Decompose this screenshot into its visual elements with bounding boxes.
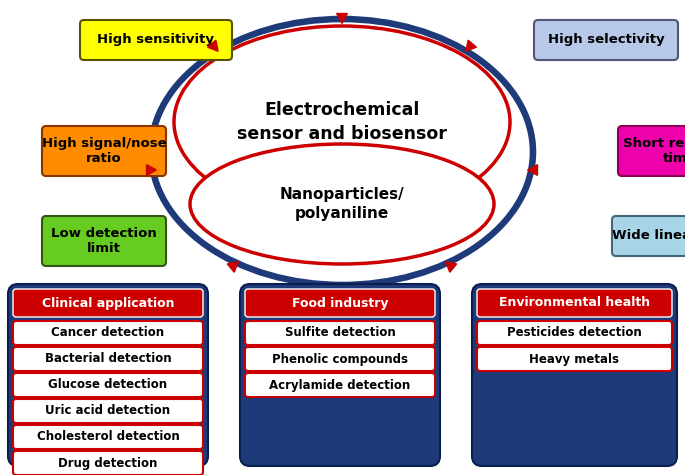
- Text: Cholesterol detection: Cholesterol detection: [36, 430, 179, 444]
- FancyBboxPatch shape: [80, 20, 232, 60]
- FancyBboxPatch shape: [42, 216, 166, 266]
- Text: Cancer detection: Cancer detection: [51, 326, 164, 340]
- Text: Acrylamide detection: Acrylamide detection: [269, 379, 410, 391]
- FancyBboxPatch shape: [13, 289, 203, 317]
- Text: Wide linear range: Wide linear range: [612, 229, 685, 243]
- Text: Drug detection: Drug detection: [58, 456, 158, 469]
- FancyBboxPatch shape: [13, 373, 203, 397]
- Text: Environmental health: Environmental health: [499, 296, 650, 310]
- Polygon shape: [208, 40, 218, 51]
- Text: Bacterial detection: Bacterial detection: [45, 352, 171, 365]
- FancyBboxPatch shape: [240, 284, 440, 466]
- Polygon shape: [446, 262, 457, 272]
- FancyBboxPatch shape: [13, 425, 203, 449]
- Text: Clinical application: Clinical application: [42, 296, 174, 310]
- FancyBboxPatch shape: [13, 347, 203, 371]
- Text: High signal/nose
ratio: High signal/nose ratio: [42, 137, 166, 165]
- FancyBboxPatch shape: [245, 373, 435, 397]
- Text: Sulfite detection: Sulfite detection: [285, 326, 395, 340]
- Text: Uric acid detection: Uric acid detection: [45, 405, 171, 418]
- Text: High sensitivity: High sensitivity: [97, 34, 214, 47]
- FancyBboxPatch shape: [245, 347, 435, 371]
- FancyBboxPatch shape: [8, 284, 208, 466]
- Polygon shape: [527, 165, 538, 175]
- FancyBboxPatch shape: [245, 289, 435, 317]
- Text: Heavy metals: Heavy metals: [530, 352, 619, 365]
- Polygon shape: [336, 13, 347, 23]
- FancyBboxPatch shape: [618, 126, 685, 176]
- Text: Pesticides detection: Pesticides detection: [507, 326, 642, 340]
- FancyBboxPatch shape: [477, 347, 672, 371]
- Polygon shape: [147, 165, 156, 175]
- Ellipse shape: [146, 14, 538, 290]
- FancyBboxPatch shape: [42, 126, 166, 176]
- FancyBboxPatch shape: [13, 451, 203, 475]
- Text: High selectivity: High selectivity: [548, 34, 664, 47]
- FancyBboxPatch shape: [245, 321, 435, 345]
- Text: Low detection
limit: Low detection limit: [51, 227, 157, 255]
- FancyBboxPatch shape: [477, 289, 672, 317]
- FancyBboxPatch shape: [13, 399, 203, 423]
- Text: Short response
time: Short response time: [623, 137, 685, 165]
- Polygon shape: [466, 40, 477, 51]
- FancyBboxPatch shape: [534, 20, 678, 60]
- Polygon shape: [227, 262, 238, 272]
- Text: Food industry: Food industry: [292, 296, 388, 310]
- Text: Nanoparticles/
polyaniline: Nanoparticles/ polyaniline: [279, 187, 404, 221]
- Text: Glucose detection: Glucose detection: [49, 379, 168, 391]
- Ellipse shape: [190, 144, 494, 264]
- Text: Electrochemical
sensor and biosensor: Electrochemical sensor and biosensor: [237, 101, 447, 143]
- FancyBboxPatch shape: [612, 216, 685, 256]
- Ellipse shape: [174, 26, 510, 218]
- Text: Phenolic compounds: Phenolic compounds: [272, 352, 408, 365]
- Ellipse shape: [155, 23, 529, 281]
- FancyBboxPatch shape: [13, 321, 203, 345]
- FancyBboxPatch shape: [477, 321, 672, 345]
- FancyBboxPatch shape: [472, 284, 677, 466]
